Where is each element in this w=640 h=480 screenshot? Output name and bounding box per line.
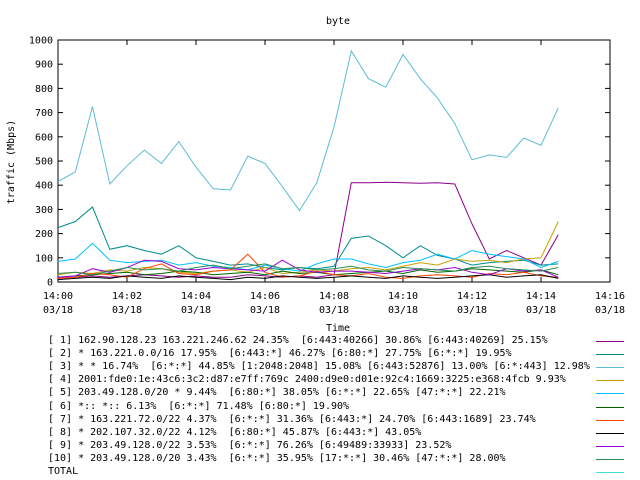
legend-entry-9: [ 9] * 203.49.128.0/22 3.53% [6:*:*] 76.… bbox=[48, 439, 452, 451]
x-tick-date-label: 03/18 bbox=[388, 305, 418, 316]
legend-entry-3: [ 3] * * 16.74% [6:*:*] 44.85% [1:2048:2… bbox=[48, 361, 590, 373]
y-tick-label: 400 bbox=[35, 181, 53, 192]
x-tick-date-label: 03/18 bbox=[43, 305, 73, 316]
x-tick-time-label: 14:00 bbox=[43, 291, 73, 302]
legend-entry-1: [ 1] 162.90.128.23 163.221.246.62 24.35%… bbox=[48, 335, 548, 346]
legend-entry-6: [ 6] *:: *:: 6.13% [6:*:*] 71.48% [6:80:… bbox=[48, 400, 350, 412]
x-tick-time-label: 14:02 bbox=[112, 291, 142, 302]
y-axis-label: traffic (Mbps) bbox=[6, 120, 17, 204]
legend-entry-total: TOTAL bbox=[48, 466, 79, 477]
legend-entry-2: [ 2] * 163.221.0.0/16 17.95% [6:443:*] 4… bbox=[48, 348, 512, 360]
legend-entry-8: [ 8] * 202.107.32.0/22 4.12% [6:80:*] 45… bbox=[48, 426, 422, 438]
x-tick-date-label: 03/18 bbox=[319, 305, 349, 316]
legend-swatch-7 bbox=[596, 419, 624, 421]
x-tick-date-label: 03/18 bbox=[595, 305, 625, 316]
legend-swatch-8 bbox=[596, 432, 624, 434]
series-lines bbox=[57, 49, 559, 281]
x-tick-time-label: 14:14 bbox=[526, 291, 556, 302]
legend-swatch-total bbox=[596, 472, 624, 473]
x-tick-time-label: 14:08 bbox=[319, 291, 349, 302]
legend-swatch-4 bbox=[596, 380, 624, 382]
x-axis-label: Time bbox=[326, 323, 350, 334]
x-tick-time-label: 14:06 bbox=[250, 291, 280, 302]
y-axis: 0 100 200 300 400 500 600 700 800 900 1000 bbox=[29, 36, 610, 289]
y-tick-label: 100 bbox=[35, 253, 53, 264]
x-axis: 14:00 03/18 14:02 03/18 14:04 03/18 14:06 03/18… bbox=[43, 40, 625, 316]
y-tick-label: 0 bbox=[47, 278, 53, 289]
x-tick-date-label: 03/18 bbox=[250, 305, 280, 316]
legend-swatch-1 bbox=[596, 341, 624, 342]
series-line-1 bbox=[57, 181, 559, 279]
series-line-10 bbox=[57, 263, 559, 276]
plot-frame bbox=[57, 39, 611, 283]
x-tick-date-label: 03/18 bbox=[181, 305, 211, 316]
series-line-6 bbox=[57, 268, 559, 278]
legend-swatch-5 bbox=[596, 393, 624, 395]
legend-entry-5: [ 5] 203.49.128.0/20 * 9.44% [6:80:*] 38… bbox=[48, 387, 506, 399]
legend-swatch-6 bbox=[596, 406, 624, 408]
x-tick-date-label: 03/18 bbox=[457, 305, 487, 316]
chart-title: byte bbox=[326, 16, 350, 27]
x-tick-date-label: 03/18 bbox=[526, 305, 556, 316]
y-tick-label: 200 bbox=[35, 229, 53, 240]
y-tick-label: 700 bbox=[35, 108, 53, 119]
legend-swatch-10 bbox=[596, 458, 624, 460]
y-tick-label: 600 bbox=[35, 132, 53, 143]
legend-entry-7: [ 7] * 163.221.72.0/22 4.37% [6:*:*] 31.… bbox=[48, 413, 536, 425]
legend-entry-4: [ 4] 2001:fde0:1e:43c6:3c2:d87:e7ff:769c… bbox=[48, 374, 566, 386]
series-line-3 bbox=[57, 49, 559, 212]
y-tick-label: 300 bbox=[35, 205, 53, 216]
legend-swatch-2 bbox=[596, 354, 624, 356]
legend-entry-10: [10] * 203.49.128.0/20 3.43% [6:*:*] 35.… bbox=[48, 452, 506, 464]
y-tick-label: 500 bbox=[35, 157, 53, 168]
x-tick-time-label: 14:04 bbox=[181, 291, 211, 302]
x-tick-time-label: 14:10 bbox=[388, 291, 418, 302]
x-tick-time-label: 14:16 bbox=[595, 291, 625, 302]
series-line-8 bbox=[57, 274, 559, 281]
y-tick-label: 1000 bbox=[29, 36, 53, 47]
series-line-2 bbox=[57, 206, 559, 271]
series-line-9 bbox=[57, 259, 559, 278]
legend-swatch-3 bbox=[596, 367, 624, 369]
y-tick-label: 900 bbox=[35, 60, 53, 71]
legend-swatch-9 bbox=[596, 445, 624, 447]
x-tick-date-label: 03/18 bbox=[112, 305, 142, 316]
series-line-7 bbox=[57, 253, 559, 279]
x-tick-time-label: 14:12 bbox=[457, 291, 487, 302]
y-tick-label: 800 bbox=[35, 84, 53, 95]
